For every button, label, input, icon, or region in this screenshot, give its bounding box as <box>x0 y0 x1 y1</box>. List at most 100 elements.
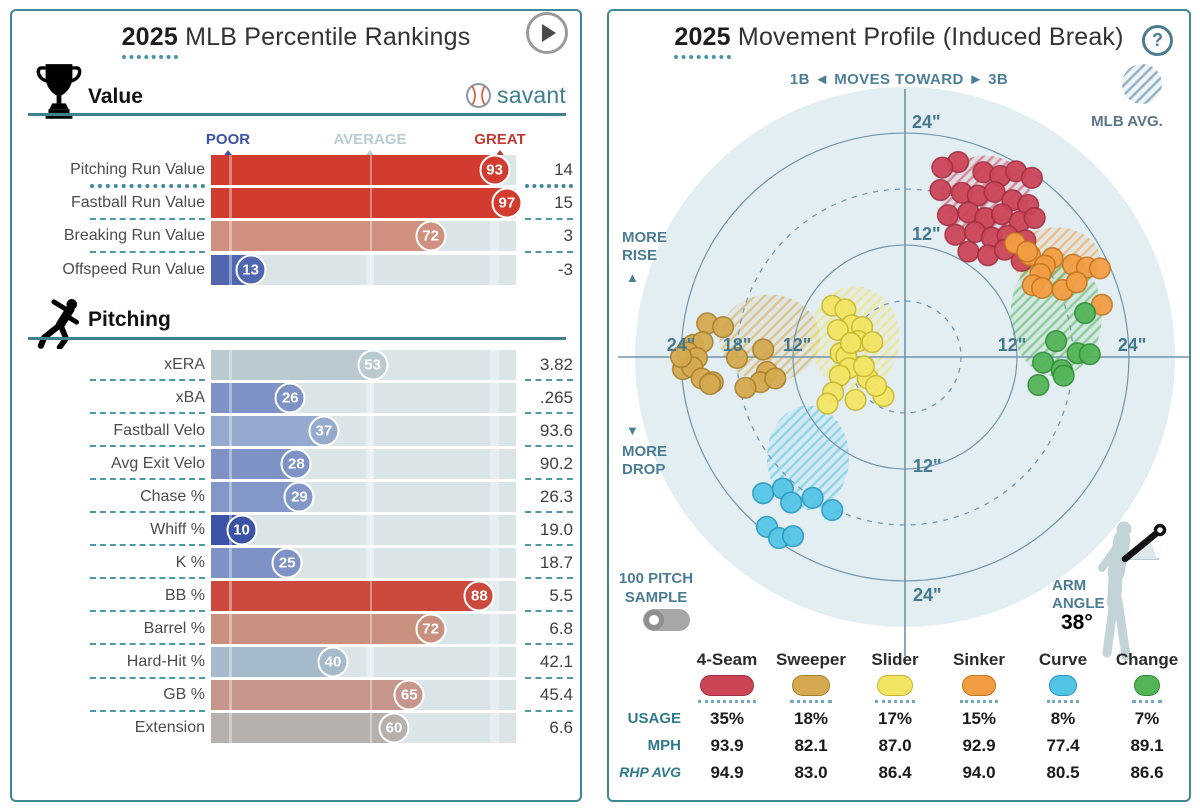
bar-track <box>211 514 516 545</box>
percentile-badge: 26 <box>274 382 306 414</box>
row-separator <box>90 511 205 514</box>
row-separator <box>525 643 573 646</box>
dot-change <box>1027 373 1050 397</box>
bar-gridline <box>229 646 232 677</box>
dot-sweeper <box>725 346 749 370</box>
metric-row[interactable]: xBA 26 .265 <box>12 381 579 414</box>
dot-slider <box>826 318 849 342</box>
legend-corner <box>611 673 685 705</box>
axis-tick-label: 24" <box>913 585 942 605</box>
bar-gridline <box>369 448 373 479</box>
percentile-bar: 40 <box>211 646 516 678</box>
metric-row[interactable]: Hard-Hit % 40 42.1 <box>12 645 579 678</box>
usage-dotted-line <box>959 700 999 703</box>
bar-gridline <box>369 154 373 185</box>
pitch-sample-toggle[interactable] <box>643 609 690 631</box>
dot-4-seam <box>957 240 980 263</box>
percentile-badge: 40 <box>317 646 349 678</box>
pitch-pill-icon <box>876 675 914 696</box>
play-button[interactable] <box>526 12 568 54</box>
metric-row[interactable]: GB % 65 45.4 <box>12 679 579 712</box>
toward-1b-label: 1B <box>789 71 810 88</box>
dot-slider <box>839 331 862 355</box>
bar-gridline <box>229 254 232 285</box>
pitch-pill-icon <box>792 675 830 696</box>
percentile-bar: 26 <box>211 382 516 414</box>
drop-arrow-icon: ▼ <box>626 423 639 438</box>
metric-row[interactable]: Offspeed Run Value 13 -3 <box>12 253 579 286</box>
title-year: 2025 <box>122 23 178 59</box>
metric-row[interactable]: Pitching Run Value 93 14 <box>12 153 579 186</box>
dot-change <box>1073 302 1097 325</box>
percentile-badge: 28 <box>280 448 312 480</box>
legend-value-usage: 18% <box>793 709 829 728</box>
title-rest: MLB Percentile Rankings <box>185 23 471 51</box>
average-marker-icon <box>364 150 376 158</box>
percentile-bar: 65 <box>211 679 516 711</box>
metric-row[interactable]: Fastball Run Value 97 15 <box>12 186 579 219</box>
metric-row[interactable]: K % 25 18.7 <box>12 546 579 579</box>
legend-row-label: MPH <box>647 737 681 754</box>
row-separator <box>90 709 205 712</box>
bar-gridline <box>229 481 232 512</box>
pitch-name-curve: Curve <box>1038 650 1088 669</box>
percentile-bar: 72 <box>211 613 516 645</box>
percentile-bar: 93 <box>211 154 516 186</box>
right-arrow-icon: ► <box>968 71 984 88</box>
value-section-divider <box>28 113 566 116</box>
row-separator <box>90 445 205 448</box>
right-panel-title: 2025 Movement Profile (Induced Break) <box>609 23 1189 59</box>
legend-value-rhp_avg: 86.6 <box>1130 763 1164 782</box>
percentile-badge: 72 <box>415 613 447 645</box>
cluster-curve <box>752 477 844 550</box>
percentile-bar: 28 <box>211 448 516 480</box>
metric-row[interactable]: Fastball Velo 37 93.6 <box>12 414 579 447</box>
mlb-avg-swatch-icon <box>1122 64 1162 104</box>
bar-gridline <box>229 713 232 744</box>
bar-gridline <box>369 481 373 512</box>
metric-row[interactable]: Avg Exit Velo 28 90.2 <box>12 447 579 480</box>
dot-change <box>1052 364 1075 387</box>
dot-4-seam <box>983 180 1006 203</box>
metric-row[interactable]: xERA 53 3.82 <box>12 348 579 381</box>
metric-row[interactable]: Breaking Run Value 72 3 <box>12 220 579 253</box>
legend-value-rhp_avg: 86.4 <box>878 763 912 782</box>
bar-gridline <box>229 382 232 413</box>
metric-row[interactable]: Chase % 29 26.3 <box>12 480 579 513</box>
percentile-badge: 25 <box>271 547 303 579</box>
percentile-badge: 72 <box>415 220 447 252</box>
metric-value: 90.2 <box>539 453 573 473</box>
bar-gridline <box>229 613 232 644</box>
metric-label: Avg Exit Velo <box>111 454 205 472</box>
dot-change <box>1078 343 1101 366</box>
legend-row-label: USAGE <box>627 710 681 727</box>
cluster-sweeper <box>669 312 787 399</box>
pitch-swatch-cell <box>685 673 769 705</box>
dot-sweeper <box>764 367 787 390</box>
metric-row[interactable]: BB % 88 5.5 <box>12 579 579 612</box>
percentile-bar: 13 <box>211 254 516 286</box>
metric-row[interactable]: Barrel % 72 6.8 <box>12 612 579 645</box>
section-title-pitching: Pitching <box>88 308 171 331</box>
metric-label: Offspeed Run Value <box>62 260 205 278</box>
metric-row[interactable]: Extension 60 6.6 <box>12 712 579 745</box>
metric-row[interactable]: Whiff % 10 19.0 <box>12 513 579 546</box>
legend-value-usage: 7% <box>1134 709 1160 728</box>
trophy-icon <box>36 64 82 119</box>
percentile-bar: 53 <box>211 349 516 381</box>
metric-label: K % <box>175 553 205 571</box>
row-separator <box>90 217 205 220</box>
row-separator <box>90 412 205 415</box>
dot-4-seam <box>931 156 954 179</box>
pitcher-icon <box>37 299 80 349</box>
row-separator <box>90 478 205 481</box>
dot-curve <box>781 525 805 548</box>
arm-angle-value: 38° <box>1061 611 1093 634</box>
legend-value-rhp_avg: 94.9 <box>710 763 744 782</box>
help-button[interactable]: ? <box>1142 25 1173 56</box>
axis-tick-label: 24" <box>1118 335 1147 355</box>
metric-label: xBA <box>175 388 205 406</box>
axis-tick-label: 18" <box>723 335 752 355</box>
row-separator <box>525 184 573 189</box>
row-separator <box>90 643 205 646</box>
